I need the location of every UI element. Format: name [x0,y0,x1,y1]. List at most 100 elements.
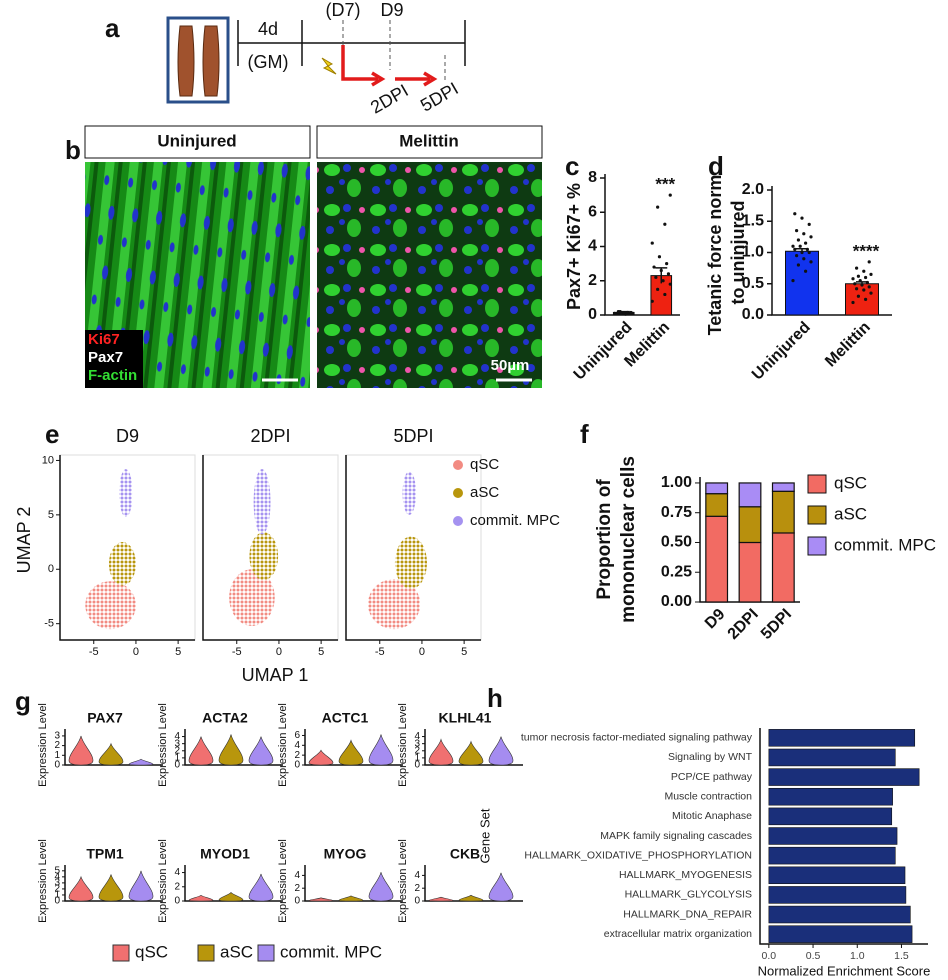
axis [759,728,928,945]
y-tick-label: 2 [588,272,597,289]
y-tick-label: 4 [174,867,180,878]
y-tick-label: 1 [54,750,60,761]
data-point [795,254,799,258]
injury-day: (D7) [326,0,361,20]
y-tick-label: 1.0 [742,244,764,261]
legend-label: commit. MPC [834,535,936,554]
legend-dot [453,516,463,526]
bar-segment [738,482,762,508]
y-tick-label: 2 [54,740,60,751]
x-tick-label: Melittin [822,319,874,371]
y-axis-title: Expression Level [277,703,289,787]
data-point [855,287,859,291]
data-point [802,257,806,261]
x-tick-label: 0.0 [762,950,777,962]
violin [188,736,214,766]
data-point [860,283,864,287]
condition-title: Melittin [399,131,459,150]
cluster [119,469,133,518]
data-point [663,222,667,226]
x-tick-label: Uninjured [749,319,814,384]
category-label: MAPK family signaling cascades [600,830,752,842]
category-label: tumor necrosis factor-mediated signaling… [521,732,753,744]
y-tick-label: 0.00 [661,593,692,610]
category-label: HALLMARK_DNA_REPAIR [623,908,752,920]
y-tick-label: 0 [174,760,180,771]
y-tick-label: 0 [294,896,300,907]
data-point [798,244,802,248]
category-label: Muscle contraction [664,791,752,803]
bar [768,886,907,904]
lightning [321,57,337,75]
bar [768,846,896,865]
y-tick-label: 1 [54,890,60,901]
x-tick-label: 0 [419,646,425,658]
y-tick-label: 0 [414,896,420,907]
violin [308,749,334,766]
data-point [616,309,620,314]
bar-segment [771,532,795,603]
data-point [661,279,665,283]
y-axis-title: Expression Level [397,839,409,923]
data-point [864,297,868,301]
violin [458,740,484,766]
gene-title: ACTA2 [202,710,248,726]
bar-segment [771,482,795,492]
y-tick-label: 2.0 [742,181,764,198]
scale-label: 50µm [491,357,530,374]
category-label: Mitotic Anaphase [672,810,752,822]
y-axis-title: Pax7+ Ki67+ % [564,183,584,310]
x-tick-label: 5 [175,646,181,658]
y-tick-label: 4 [54,871,60,882]
bar-segment [738,541,762,603]
y-tick-label: 2 [174,745,180,756]
y-tick-label: 0.75 [661,504,692,521]
violin [248,736,274,766]
violin [98,874,124,902]
stain-label: F-actin [88,367,137,384]
y-tick-label: 1 [414,753,420,764]
y-tick-label: 2 [294,750,300,761]
cluster [249,532,279,581]
y-tick-label: 1.5 [742,212,764,229]
panel-title: 5DPI [393,426,433,446]
violin [428,738,454,766]
x-tick-label: 5DPI [758,606,795,643]
y-axis-title: Expression Level [397,703,409,787]
y-tick-label: 10 [42,454,54,466]
panel-title: 2DPI [250,426,290,446]
cluster [85,581,136,630]
x-tick-label: -5 [89,646,99,658]
arrows [341,45,438,87]
y-tick-label: 2 [54,884,60,895]
bar [768,866,906,885]
y-axis-title: UMAP 2 [14,507,34,574]
y-axis-title: Expression Level [157,839,169,923]
data-point [613,311,617,315]
data-point [804,269,808,273]
panel-label: d [708,151,724,181]
data-point [650,241,654,245]
violin [368,734,394,766]
data-point [791,279,795,283]
data-point [800,250,804,255]
y-tick-label: 0.0 [742,306,764,323]
violin [488,872,514,902]
legend-swatch [257,944,275,962]
violin [368,872,394,902]
gene-title: PAX7 [87,710,123,726]
bar [768,729,916,747]
panel-label: f [580,419,589,449]
legend-dot [453,460,463,470]
data-point [853,282,857,286]
category-label: HALLMARK_MYOGENESIS [619,869,752,881]
y-axis-title: Expression Level [277,839,289,923]
data-point [654,275,658,279]
violin [218,734,244,766]
bar-segment [705,515,729,603]
y-tick-label: 1.00 [661,474,692,491]
harvest-day: D9 [380,0,403,20]
bar [768,807,893,826]
category-label: PCP/CE pathway [671,771,753,783]
x-tick-label: 5 [318,646,324,658]
